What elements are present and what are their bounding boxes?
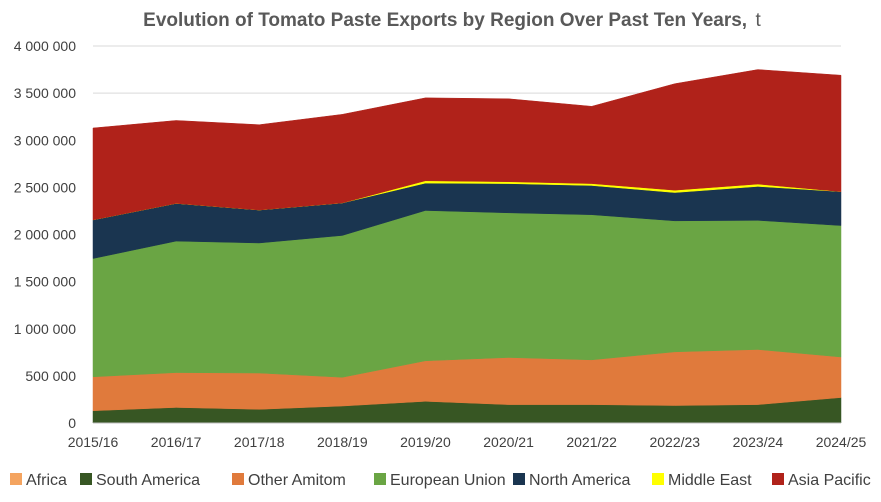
legend-item-middle-east: Middle East xyxy=(652,472,752,489)
y-tick-label: 1 000 000 xyxy=(14,321,76,337)
x-tick-label: 2021/22 xyxy=(566,434,617,450)
x-tick-label: 2023/24 xyxy=(733,434,784,450)
legend-swatch xyxy=(513,473,525,485)
legend: Africa South America Other Amitom European … xyxy=(10,472,871,489)
legend-item-european-union: European Union xyxy=(374,472,506,489)
y-tick-label: 3 000 000 xyxy=(14,132,76,148)
legend-label: North America xyxy=(529,472,630,489)
legend-swatch xyxy=(772,473,784,485)
legend-label: Middle East xyxy=(668,472,752,489)
legend-item-north-america: North America xyxy=(513,472,630,489)
legend-label: Africa xyxy=(26,472,67,489)
legend-item-other-amitom: Other Amitom xyxy=(232,472,346,489)
chart-title: Evolution of Tomato Paste Exports by Reg… xyxy=(143,10,761,31)
x-tick-label: 2024/25 xyxy=(816,434,867,450)
y-axis-tick-labels: 0 500 000 1 000 000 1 500 000 2 000 000 2 500… xyxy=(14,38,77,431)
legend-item-africa: Africa xyxy=(10,472,67,489)
legend-label: South America xyxy=(96,472,200,489)
legend-label: Asia Pacific xyxy=(788,472,871,489)
chart-title-text: Evolution of Tomato Paste Exports by Reg… xyxy=(143,10,747,31)
y-tick-label: 3 500 000 xyxy=(14,85,76,101)
legend-item-asia-pacific: Asia Pacific xyxy=(772,472,871,489)
x-tick-label: 2018/19 xyxy=(317,434,368,450)
y-tick-label: 2 500 000 xyxy=(14,179,76,195)
x-tick-label: 2022/23 xyxy=(649,434,700,450)
legend-swatch xyxy=(80,473,92,485)
area-asia-pacific xyxy=(92,69,842,221)
x-tick-label: 2015/16 xyxy=(68,434,119,450)
legend-swatch xyxy=(232,473,244,485)
x-tick-label: 2020/21 xyxy=(483,434,534,450)
stacked-areas xyxy=(92,69,842,424)
x-tick-label: 2016/17 xyxy=(151,434,202,450)
x-tick-label: 2019/20 xyxy=(400,434,451,450)
legend-swatch xyxy=(10,473,22,485)
legend-label: European Union xyxy=(390,472,506,489)
y-tick-label: 500 000 xyxy=(25,368,76,384)
y-tick-label: 0 xyxy=(68,415,76,431)
x-tick-label: 2017/18 xyxy=(234,434,285,450)
legend-item-south-america: South America xyxy=(80,472,200,489)
legend-swatch xyxy=(652,473,664,485)
x-axis-tick-labels: 2015/16 2016/17 2017/18 2018/19 2019/20 2020/… xyxy=(68,434,867,450)
y-tick-label: 1 500 000 xyxy=(14,274,76,290)
y-tick-label: 2 000 000 xyxy=(14,227,76,243)
legend-swatch xyxy=(374,473,386,485)
y-tick-label: 4 000 000 xyxy=(14,38,76,54)
legend-label: Other Amitom xyxy=(248,472,346,489)
chart-title-unit: t xyxy=(756,10,762,31)
